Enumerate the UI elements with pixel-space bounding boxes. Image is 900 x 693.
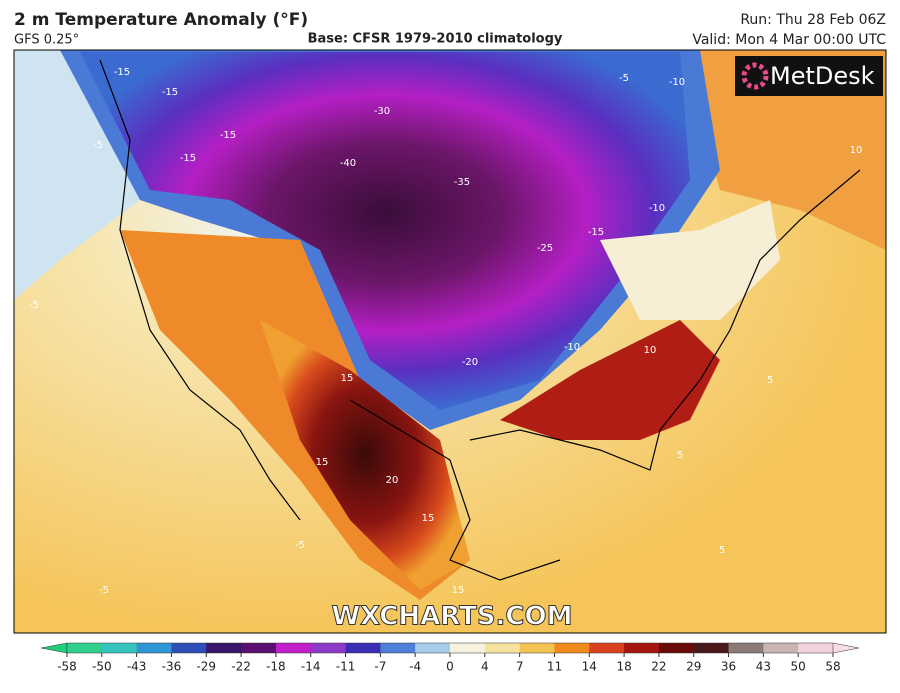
colorbar-segment [345,643,381,653]
watermark: WXCHARTS.COM [331,602,572,632]
colorbar-tick-label: 18 [616,660,631,674]
colorbar-segment [798,643,834,653]
contour-label: -5 [619,73,629,84]
contour-label: 5 [767,375,773,386]
contour-label: -10 [669,77,685,88]
contour-label: -5 [99,585,109,596]
colorbar-tick-label: 58 [825,660,840,674]
contour-label: -15 [114,67,130,78]
colorbar-segment [171,643,207,653]
contour-label: 15 [422,513,435,524]
contour-label: 10 [644,345,657,356]
colorbar-segment [589,643,625,653]
colorbar-segment [275,643,312,653]
colorbar-tick-label: -43 [127,660,147,674]
colorbar-tick-label: 22 [651,660,666,674]
colorbar-tick-label: -7 [374,660,386,674]
contour-labels: -15 -15 -15 -15 -5 -40 -35 -30 -25 -15 -… [29,67,862,596]
contour-label: -10 [564,342,580,353]
colorbar-segment [310,643,347,653]
contour-label: 5 [719,545,725,556]
colorbar-tick-label: -18 [266,660,286,674]
colorbar-segment [206,643,242,653]
title: 2 m Temperature Anomaly (°F) [14,10,308,30]
cold-core [80,52,690,410]
colorbar-segment [658,643,695,653]
colorbar-segment [415,643,451,653]
colorbar-segment [136,643,172,653]
contour-label: -5 [29,300,39,311]
colorbar-tick-label: -36 [162,660,182,674]
logo-box [735,56,883,96]
colorbar-tick-label: 11 [547,660,562,674]
colorbar-segment [67,643,103,653]
contour-label: -5 [295,540,305,551]
contour-label: 15 [341,373,354,384]
colorbar-tick-label: 29 [686,660,701,674]
hot-southeast [500,320,720,440]
colorbar-segment [484,643,521,653]
contour-label: -10 [649,203,665,214]
map: -15 -15 -15 -15 -5 -40 -35 -30 -25 -15 -… [13,49,887,634]
colorbar-tick-label: 36 [721,660,736,674]
colorbar-tick-label: 4 [481,660,489,674]
hot-mexico [260,320,470,590]
contour-label: -15 [162,87,178,98]
colorbar-segment [101,643,138,653]
contour-label: 10 [850,145,863,156]
neutral-northeast [600,200,780,320]
logo-icon [741,62,769,90]
colorbar-segment [554,643,590,653]
colorbar-segment [693,643,730,653]
colorbar-tick-label: 50 [791,660,806,674]
colorbar-segment [519,643,555,653]
contour-label: 15 [316,457,329,468]
colorbar-tick-label: -22 [231,660,251,674]
colorbar-segment [728,643,764,653]
colorbar-tick-label: -50 [92,660,112,674]
colorbar-under [40,642,68,654]
colorbar-segment [380,643,416,653]
contour-label: 15 [452,585,465,596]
atlantic-warm [680,50,886,250]
contour-label: -15 [220,130,236,141]
logo: MetDesk [770,62,875,90]
colorbar-tick-label: 7 [516,660,524,674]
base: Base: CFSR 1979-2010 climatology [308,32,563,47]
colorbar-segment [763,643,799,653]
colorbar-tick-label: 43 [756,660,771,674]
contour-label: -20 [462,357,478,368]
valid: Valid: Mon 4 Mar 00:00 UTC [692,32,886,48]
run: Run: Thu 28 Feb 06Z [740,12,886,28]
contour-label: -15 [588,227,604,238]
colorbar-tick-label: -14 [301,660,321,674]
model: GFS 0.25° [14,33,79,48]
coastline [99,59,861,581]
colorbar-segment [241,643,277,653]
contour-label: -15 [180,153,196,164]
colorbar-over [832,642,860,654]
colorbar-tick-label: 14 [582,660,597,674]
contour-label: -40 [340,158,356,169]
colorbar-tick-label: 0 [446,660,454,674]
colorbar-tick-label: -29 [196,660,216,674]
contour-label: 20 [386,475,399,486]
colorbar-tick-label: -11 [336,660,356,674]
colorbar-segment [450,643,486,653]
colorbar: -58 -50 -43 -36 -29 -22 -18 -14 -11 -7 -4 0 4 7 11 14 18… [40,642,860,674]
contour-label: -35 [454,177,470,188]
contour-label: -5 [93,140,103,151]
contour-label: -30 [374,106,390,117]
colorbar-tick-label: -4 [409,660,421,674]
contour-label: 5 [677,450,683,461]
colorbar-segment [624,643,660,653]
colorbar-tick-label: -58 [57,660,77,674]
contour-label: -25 [537,243,553,254]
